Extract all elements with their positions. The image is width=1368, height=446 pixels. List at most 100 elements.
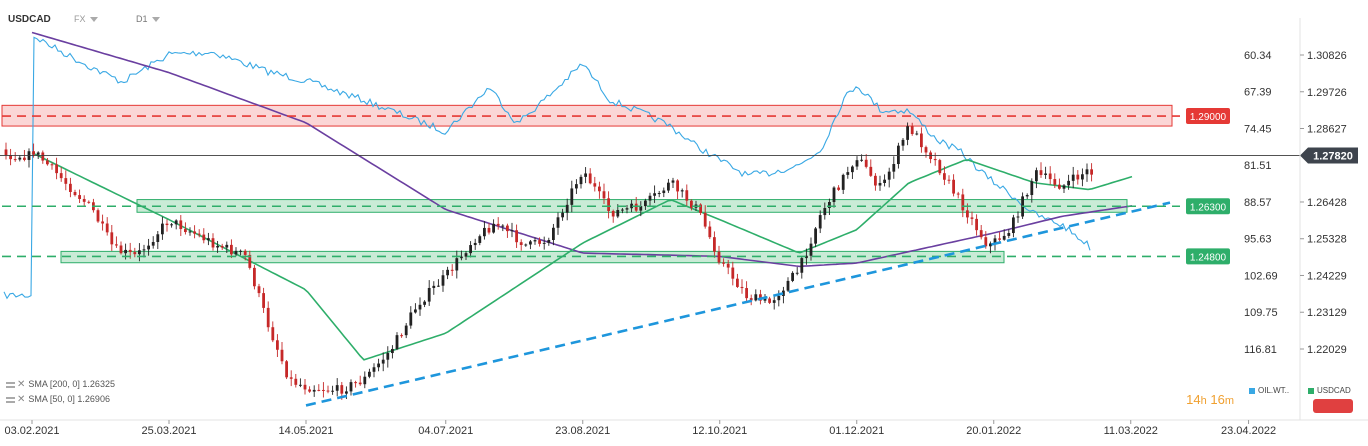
oil-series — [3, 36, 1091, 300]
candle-body — [598, 186, 601, 192]
candle-body — [680, 190, 684, 192]
candle-body — [115, 244, 118, 246]
close-icon[interactable]: ✕ — [17, 394, 26, 405]
candle-body — [41, 152, 45, 161]
candle-body — [565, 204, 569, 213]
candle-body — [561, 212, 564, 218]
candle-body — [165, 223, 169, 226]
candle-body — [266, 307, 270, 328]
candle-body — [1016, 216, 1020, 218]
y-right-tick-label: 1.22029 — [1307, 344, 1347, 356]
candle-body — [395, 335, 399, 349]
candle-body — [588, 173, 592, 184]
legend-oil[interactable]: OIL.WT.. — [1249, 386, 1289, 395]
candle-body — [924, 147, 928, 153]
candle-body — [432, 285, 436, 288]
legend-sma200[interactable]: ✕ SMA [200, 0] 1.26325 — [6, 379, 115, 390]
candle-body — [524, 244, 528, 246]
candle-body — [883, 179, 886, 183]
settings-icon[interactable] — [6, 381, 15, 388]
candle-countdown: 14h 16m — [1186, 392, 1234, 407]
candle-body — [814, 228, 817, 244]
symbol-label[interactable]: USDCAD — [8, 14, 51, 25]
legend-sma50[interactable]: ✕ SMA [50, 0] 1.26906 — [6, 394, 110, 405]
candle-body — [317, 389, 321, 391]
candle-body — [630, 203, 633, 209]
candle-body — [878, 182, 882, 186]
candle-body — [667, 182, 670, 191]
candle-body — [276, 340, 279, 350]
candle-body — [1039, 170, 1043, 175]
candle-body — [400, 335, 403, 337]
candle-body — [855, 160, 859, 167]
oil-line — [3, 36, 1091, 300]
candle-body — [837, 187, 840, 190]
y-right-tick-label: 1.28627 — [1307, 123, 1347, 135]
candle-body — [740, 286, 744, 289]
candle-body — [156, 234, 160, 242]
legend-sma50-label: SMA [50, 0] 1.26906 — [28, 394, 110, 404]
x-tick-label: 01.12.2021 — [829, 425, 884, 437]
candle-body — [354, 382, 357, 384]
level-badge-1.26300 — [1186, 198, 1230, 215]
candle-body — [653, 193, 656, 196]
candle-body — [515, 230, 518, 243]
candle-body — [644, 200, 647, 207]
candle-body — [211, 238, 215, 248]
candle-body — [621, 209, 624, 211]
timer-minutes-unit: m — [1224, 395, 1234, 407]
candle-body — [901, 139, 905, 146]
candle-body — [473, 242, 477, 246]
candle-body — [50, 164, 54, 166]
candle-body — [699, 204, 702, 213]
candle-body — [979, 230, 983, 238]
candle-body — [372, 367, 376, 372]
candle-body — [345, 391, 348, 394]
y-left-tick-label: 74.45 — [1244, 123, 1272, 135]
candlestick-series — [4, 122, 1093, 400]
candle-body — [358, 382, 362, 385]
candle-body — [326, 390, 330, 392]
y-left-tick-label: 116.81 — [1244, 344, 1277, 356]
candle-body — [869, 166, 873, 176]
settings-icon[interactable] — [6, 396, 15, 403]
legend-usdcad[interactable]: USDCAD — [1308, 386, 1351, 395]
candle-body — [579, 176, 583, 185]
candle-body — [611, 210, 615, 217]
timeframe-selector[interactable]: D1 — [136, 14, 160, 24]
candle-body — [46, 160, 49, 165]
y-right-tick-label: 1.24229 — [1307, 270, 1347, 282]
candle-body — [335, 385, 339, 391]
candle-body — [703, 212, 707, 227]
candle-body — [312, 389, 316, 392]
timeframe-label: D1 — [136, 14, 148, 24]
y-right-tick-label: 1.25328 — [1307, 234, 1347, 246]
candle-body — [381, 359, 385, 364]
candle-body — [768, 298, 771, 303]
candle-body — [602, 191, 606, 199]
candle-body — [961, 194, 965, 211]
candle-body — [64, 178, 68, 184]
candle-body — [349, 382, 353, 392]
candle-body — [96, 210, 100, 222]
candle-body — [1007, 233, 1011, 236]
candle-body — [1035, 170, 1038, 182]
candle-body — [547, 239, 551, 243]
candle-body — [285, 361, 288, 378]
candle-body — [239, 250, 242, 252]
candle-body — [892, 164, 896, 172]
candle-body — [1002, 235, 1006, 240]
candle-body — [584, 173, 587, 177]
candle-body — [1076, 174, 1080, 180]
usdcad-price-badge[interactable] — [1313, 399, 1353, 413]
legend-usdcad-label: USDCAD — [1317, 386, 1351, 395]
candle-body — [993, 238, 997, 244]
candle-body — [575, 184, 578, 189]
candle-body — [142, 249, 146, 251]
close-icon[interactable]: ✕ — [17, 379, 26, 390]
candle-body — [271, 327, 275, 341]
market-selector[interactable]: FX — [74, 14, 98, 24]
candle-body — [1048, 173, 1052, 180]
x-tick-label: 20.01.2022 — [966, 425, 1021, 437]
